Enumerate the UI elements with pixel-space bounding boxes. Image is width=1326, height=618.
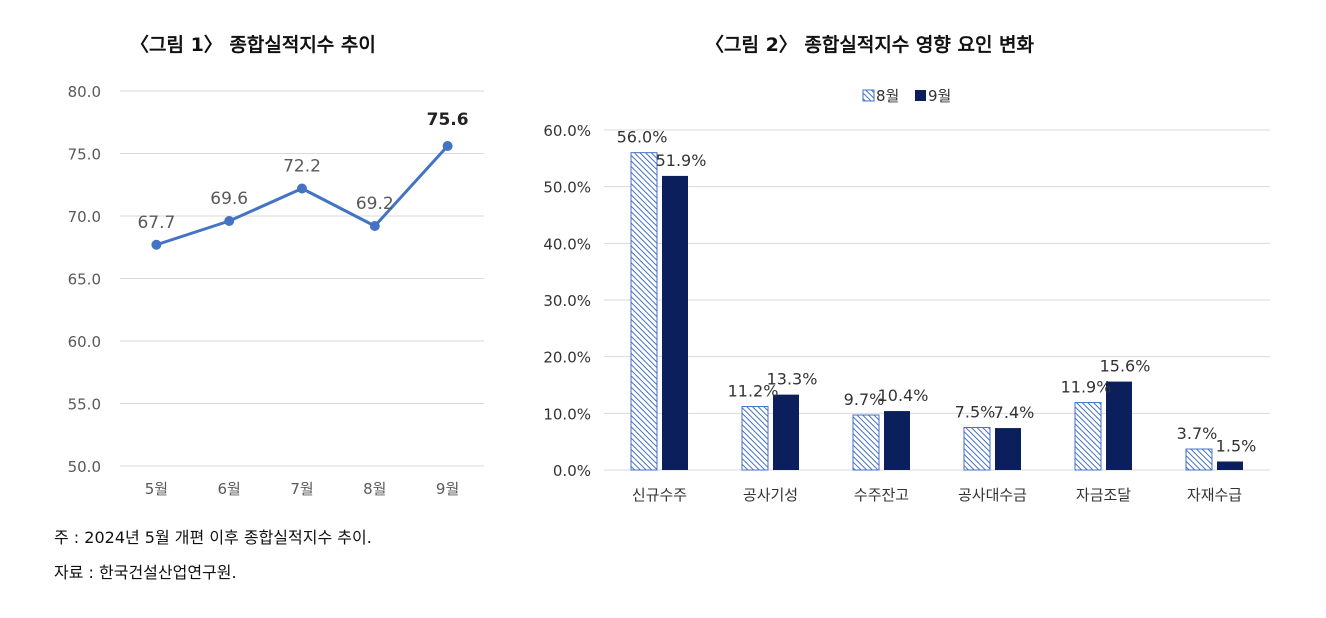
y-tick-label: 50.0% (543, 179, 591, 197)
x-tick-label: 신규수주 (632, 486, 687, 504)
y-tick-label: 50.0 (68, 458, 101, 476)
bar-8월 (1074, 402, 1102, 471)
data-label: 10.4% (878, 386, 929, 405)
data-label: 11.9% (1061, 378, 1112, 397)
x-tick-label: 9월 (436, 480, 459, 498)
legend-label-8: 8월 (876, 87, 899, 105)
y-tick-label: 0.0% (553, 462, 591, 480)
bar-8월 (963, 427, 991, 471)
data-label: 72.2 (283, 157, 321, 177)
data-label: 1.5% (1216, 437, 1257, 456)
chart1-title: 〈그림 1〉 종합실적지수 추이 (130, 34, 376, 56)
y-tick-label: 20.0% (543, 349, 591, 367)
y-tick-label: 30.0% (543, 292, 591, 310)
data-label: 51.9% (656, 151, 707, 170)
legend-swatch-9 (915, 90, 926, 101)
y-tick-label: 65.0 (68, 271, 101, 289)
legend-swatch-8 (862, 89, 875, 102)
bar-8월 (852, 414, 880, 471)
legend-label-9: 9월 (928, 87, 951, 105)
y-tick-label: 80.0 (68, 83, 101, 101)
x-tick-label: 공사기성 (743, 486, 798, 504)
x-tick-label: 7월 (290, 480, 313, 498)
x-tick-label: 공사대수금 (958, 486, 1027, 504)
chart2-title: 〈그림 2〉 종합실적지수 영향 요인 변화 (705, 34, 1035, 56)
data-point (297, 183, 307, 194)
x-tick-label: 자재수급 (1187, 486, 1242, 504)
bar-9월 (884, 411, 910, 470)
bar-9월 (662, 175, 688, 470)
x-tick-label: 자금조달 (1076, 486, 1131, 504)
y-tick-label: 60.0% (543, 122, 591, 140)
data-point (224, 216, 235, 226)
data-point (369, 221, 380, 231)
data-label: 9.7% (844, 390, 885, 409)
x-tick-label: 수주잔고 (854, 486, 909, 504)
data-label: 13.3% (767, 370, 818, 389)
data-label: 69.2 (356, 194, 394, 214)
x-tick-label: 6월 (218, 480, 241, 498)
bar-9월 (1106, 381, 1132, 470)
x-tick-label: 5월 (145, 480, 168, 498)
bar-9월 (995, 428, 1021, 470)
y-tick-label: 10.0% (543, 405, 591, 423)
data-point (442, 141, 453, 151)
data-label: 69.6 (210, 189, 248, 209)
y-tick-label: 55.0 (68, 396, 101, 414)
y-tick-label: 60.0 (68, 333, 101, 351)
y-tick-label: 75.0 (68, 146, 101, 164)
x-tick-label: 8월 (363, 480, 386, 498)
data-label: 7.4% (994, 403, 1035, 422)
bar-8월 (1185, 448, 1213, 471)
data-label: 11.2% (728, 382, 779, 401)
data-label: 75.6 (427, 110, 469, 130)
chart-source: 자료 : 한국건설산업연구원. (54, 563, 237, 582)
data-label: 3.7% (1177, 424, 1218, 443)
bar-9월 (773, 394, 799, 470)
data-label: 56.0% (617, 128, 668, 147)
bar-8월 (630, 152, 658, 471)
bar-8월 (741, 406, 769, 471)
bar-9월 (1217, 461, 1243, 470)
data-label: 67.7 (137, 213, 175, 233)
data-label: 15.6% (1100, 357, 1151, 376)
data-label: 7.5% (955, 403, 996, 422)
y-tick-label: 70.0 (68, 208, 101, 226)
chart-note: 주 : 2024년 5월 개편 이후 종합실적지수 추이. (54, 528, 372, 547)
y-tick-label: 40.0% (543, 235, 591, 253)
data-point (151, 239, 162, 250)
